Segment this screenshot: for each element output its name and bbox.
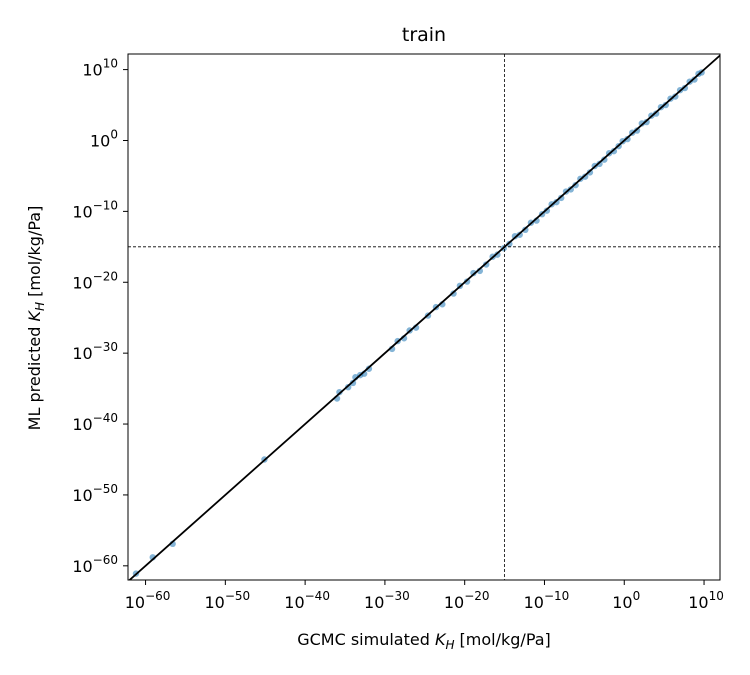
y-tick-label: 10−50	[72, 482, 118, 505]
data-point	[450, 290, 457, 297]
y-tick-label: 10−20	[72, 269, 118, 292]
data-point	[543, 207, 551, 214]
x-tick-label: 10−60	[125, 589, 171, 612]
x-tick-label: 10−40	[284, 589, 330, 612]
x-tick-label: 1010	[688, 589, 724, 612]
data-point	[572, 181, 579, 189]
y-tick-label: 100	[90, 127, 118, 150]
y-axis: 10−60 10−50 10−40 10−30 10−20 10−10 100 1010	[72, 57, 128, 576]
data-point	[581, 173, 589, 180]
reference-lines	[128, 54, 720, 580]
data-point	[624, 135, 631, 143]
data-point	[652, 110, 660, 117]
data-point	[596, 160, 603, 168]
data-point	[336, 388, 343, 396]
y-tick-label: 10−30	[72, 340, 118, 363]
y-tick-label: 10−60	[72, 553, 118, 576]
chart-title: train	[402, 24, 446, 46]
data-point	[586, 169, 594, 176]
y-tick-label: 10−40	[72, 411, 118, 434]
identity-line	[128, 54, 720, 580]
y-axis-title: ML predicted KH [mol/kg/Pa]	[25, 206, 47, 431]
data-point	[610, 147, 618, 155]
data-point	[349, 379, 357, 387]
data-point	[643, 118, 650, 126]
data-point	[567, 186, 574, 193]
data-point	[516, 231, 523, 238]
x-tick-label: 10−30	[364, 589, 410, 612]
y-tick-label: 1010	[82, 57, 118, 80]
data-point	[633, 127, 641, 134]
data-point	[691, 76, 698, 83]
data-point	[463, 278, 471, 285]
data-point	[553, 198, 560, 206]
data-point	[522, 226, 529, 234]
x-tick-label: 100	[612, 589, 640, 612]
data-point	[558, 194, 565, 202]
x-tick-label: 10−10	[524, 589, 570, 612]
data-point	[483, 261, 490, 268]
x-tick-label: 10−20	[444, 589, 490, 612]
data-point	[601, 156, 608, 163]
x-tick-label: 10−50	[204, 589, 250, 612]
y-tick-label: 10−10	[72, 198, 118, 221]
x-axis: 10−60 10−50 10−40 10−30 10−20 10−10 100 1010	[125, 580, 724, 612]
data-point	[506, 240, 513, 248]
plot-frame	[127, 53, 721, 581]
data-point	[672, 93, 679, 100]
data-point	[662, 101, 669, 109]
x-axis-title: GCMC simulated KH [mol/kg/Pa]	[297, 630, 551, 652]
data-point	[470, 269, 477, 277]
data-point	[345, 383, 352, 391]
data-point	[681, 84, 689, 92]
data-point	[494, 251, 501, 258]
data-point	[365, 365, 373, 372]
